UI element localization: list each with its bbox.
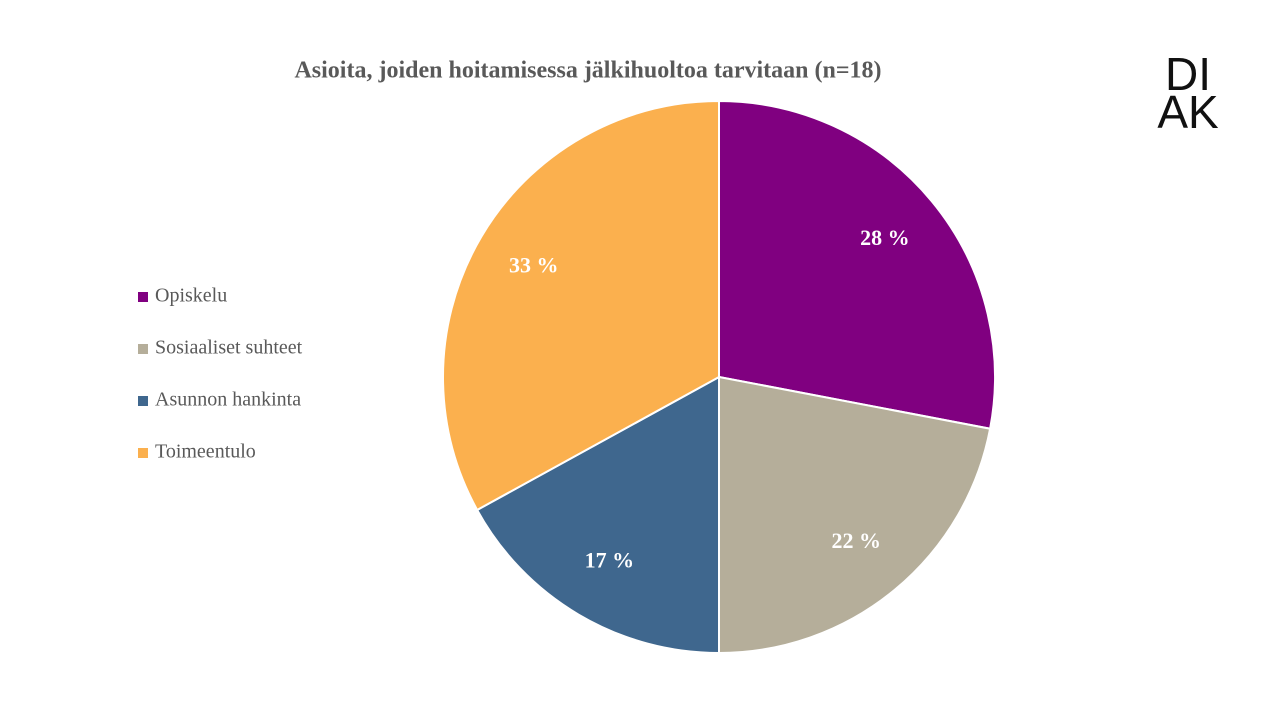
- legend-label: Sosiaaliset suhteet: [155, 337, 303, 359]
- data-label: 28 %: [860, 225, 910, 250]
- data-label: 22 %: [831, 528, 881, 553]
- logo-line: DI: [1165, 48, 1211, 100]
- legend-label: Toimeentulo: [155, 441, 256, 463]
- pie-slice: [718, 375, 992, 655]
- legend-swatch: [138, 448, 148, 458]
- legend-swatch: [138, 396, 148, 406]
- legend-swatch: [138, 292, 148, 302]
- data-label: 17 %: [585, 547, 635, 572]
- pie-slice: [475, 375, 720, 655]
- legend-label: Opiskelu: [155, 285, 227, 307]
- data-label: 33 %: [509, 252, 559, 277]
- legend-swatch: [138, 344, 148, 354]
- pie-slice: [718, 99, 996, 430]
- pie-slice: [442, 99, 720, 512]
- legend-label: Asunnon hankinta: [155, 389, 301, 411]
- chart-title: Asioita, joiden hoitamisessa jälkihuolto…: [294, 58, 881, 84]
- logo-line: AK: [1157, 86, 1219, 138]
